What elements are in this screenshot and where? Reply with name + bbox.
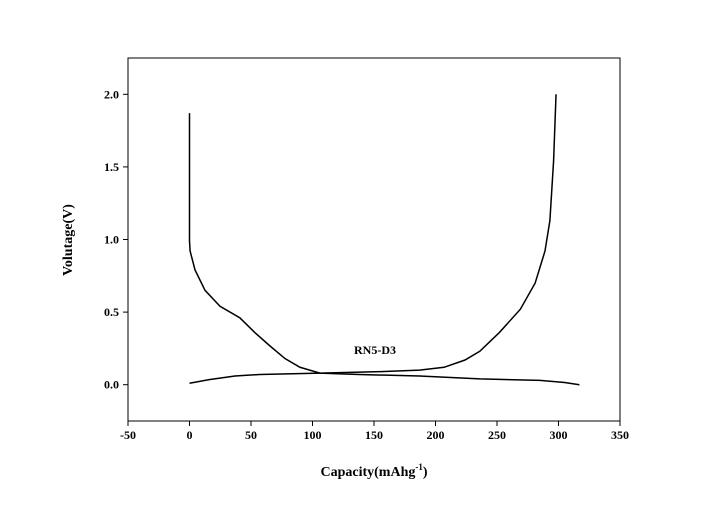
annotation: RN5-D3 (354, 343, 396, 357)
x-tick-label: 250 (488, 428, 506, 442)
y-axis-label: Volutage(V) (61, 204, 76, 276)
curve (188, 113, 580, 386)
y-tick-label: 1.5 (104, 160, 119, 174)
x-tick-label: 200 (427, 428, 445, 442)
x-tick-label: 50 (245, 428, 257, 442)
y-tick-label: 0.0 (104, 378, 119, 392)
x-axis-label: Capacity(mAhg-1) (320, 462, 427, 480)
x-tick-label: 100 (304, 428, 322, 442)
x-label-sup: -1 (415, 462, 423, 472)
x-tick-label: 300 (550, 428, 568, 442)
x-tick-label: 350 (611, 428, 629, 442)
y-tick-label: 2.0 (104, 87, 119, 101)
x-tick-label: -50 (120, 428, 136, 442)
x-label-main: Capacity(mAhg (320, 465, 415, 480)
y-tick-label: 0.5 (104, 305, 119, 319)
y-tick-label: 1.0 (104, 233, 119, 247)
x-tick-label: 0 (187, 428, 193, 442)
x-label-end: ) (423, 465, 428, 480)
curve (189, 94, 557, 384)
x-tick-label: 150 (365, 428, 383, 442)
